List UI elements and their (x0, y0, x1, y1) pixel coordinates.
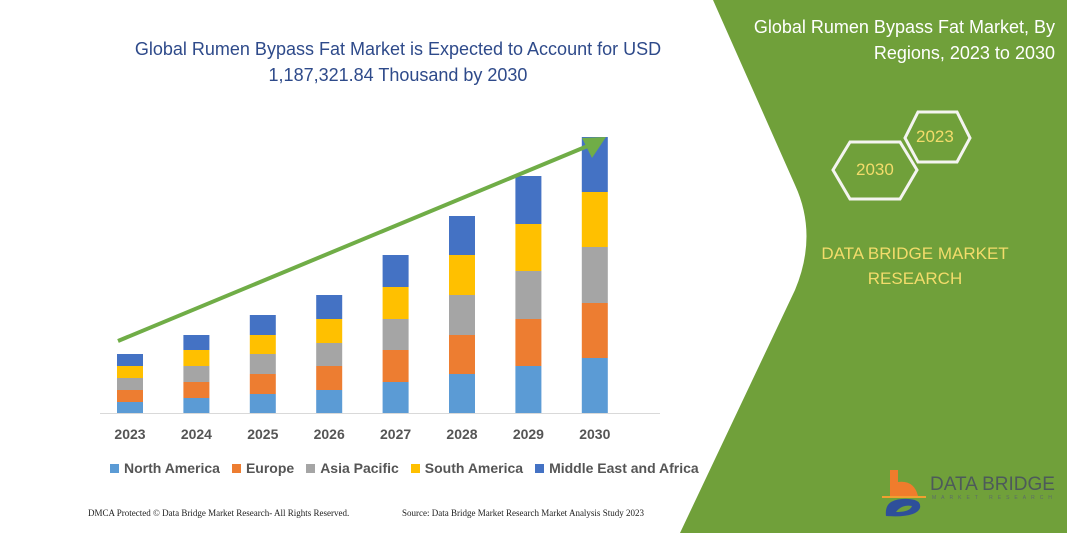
brand-line-1: DATA BRIDGE MARKET (821, 244, 1009, 263)
chart-title: Global Rumen Bypass Fat Market is Expect… (100, 36, 696, 88)
logo-text: DATA BRIDGE (930, 474, 1055, 495)
bar-segment-2029-1 (515, 319, 542, 366)
legend-label: Europe (245, 460, 295, 476)
trend-arrow-head-icon (582, 137, 606, 158)
x-tick-label: 2025 (247, 426, 278, 442)
brand-line-2: RESEARCH (867, 269, 963, 288)
side-title-line-1: Global Rumen Bypass Fat Market, By (753, 17, 1055, 37)
bar-segment-2030-2 (581, 247, 608, 303)
bar-segment-2030-1 (581, 303, 608, 358)
bar-segment-2029-4 (515, 176, 542, 224)
bar-segment-2024-1 (183, 382, 210, 398)
bar-segment-2023-4 (117, 354, 143, 366)
legend-item: Europe (231, 460, 295, 476)
bar-segment-2027-0 (382, 382, 409, 413)
x-tick-label: 2027 (380, 426, 411, 442)
hexagon-2030 (831, 140, 919, 201)
bar-segment-2028-4 (449, 216, 475, 255)
legend-swatch (231, 463, 241, 473)
hexagon-2023 (903, 110, 972, 164)
legend-label: Middle East and Africa (549, 460, 699, 476)
bar-segment-2027-1 (382, 350, 409, 382)
bar-segment-2024-0 (183, 398, 210, 413)
bar-segment-2024-2 (183, 366, 210, 382)
legend-item: Asia Pacific (306, 460, 399, 476)
legend-swatch (410, 463, 420, 473)
legend-item: Middle East and Africa (535, 460, 699, 476)
bar-segment-2030-0 (581, 358, 608, 413)
bar-segment-2023-2 (117, 378, 143, 390)
bar-segment-2024-3 (183, 350, 210, 366)
bar-segment-2025-2 (249, 354, 276, 374)
bar-segment-2025-4 (249, 315, 276, 335)
footer-source: Source: Data Bridge Market Research Mark… (402, 508, 644, 518)
x-tick-label: 2028 (446, 426, 477, 442)
x-tick-label: 2030 (579, 426, 610, 442)
bar-segment-2026-3 (316, 319, 343, 343)
hex-end-label: 2030 (856, 160, 894, 179)
trend-arrow-line (117, 143, 591, 343)
x-tick-label: 2029 (513, 426, 544, 442)
legend-swatch (306, 463, 316, 473)
legend-label: North America (124, 460, 220, 476)
bar-segment-2029-2 (515, 271, 542, 319)
brand-text: DATA BRIDGE MARKET RESEARCH (800, 241, 1030, 291)
bar-segment-2027-2 (382, 319, 409, 350)
legend-item: North America (110, 460, 220, 476)
bar-segment-2029-0 (515, 366, 542, 413)
bar-segment-2023-1 (117, 390, 143, 402)
bar-segment-2026-1 (316, 366, 343, 390)
title-line-2: 1,187,321.84 Thousand by 2030 (268, 65, 528, 85)
side-title-line-2: Regions, 2023 to 2030 (873, 43, 1055, 63)
side-panel-title: Global Rumen Bypass Fat Market, By Regio… (735, 14, 1055, 66)
bar-segment-2026-4 (316, 295, 343, 319)
data-bridge-logo-icon (882, 470, 926, 517)
x-tick-label: 2024 (181, 426, 212, 442)
bar-segment-2025-0 (249, 394, 276, 413)
bar-segment-2024-4 (183, 335, 210, 350)
bar-segment-2029-3 (515, 224, 542, 271)
legend-swatch (110, 463, 119, 473)
bar-segment-2023-0 (117, 402, 143, 413)
bar-segment-2023-3 (117, 366, 143, 378)
hex-start-label: 2023 (916, 127, 954, 146)
bar-segment-2028-2 (449, 295, 475, 335)
bar-segment-2026-0 (316, 390, 343, 413)
x-tick-label: 2023 (114, 426, 145, 442)
bar-segment-2028-1 (449, 335, 475, 374)
chart-plot: 2023 2024 2025 2026 2027 2028 2029 2030 (100, 137, 660, 442)
bar-segment-2027-4 (382, 255, 409, 287)
bar-segment-2025-3 (249, 335, 276, 354)
legend-label: South America (424, 460, 524, 476)
bar-segment-2027-3 (382, 287, 409, 319)
legend: North America Europe Asia Pacific South Ame… (110, 460, 699, 476)
bar-segment-2026-2 (316, 343, 343, 366)
green-side-panel (680, 0, 1067, 533)
x-tick-label: 2026 (314, 426, 345, 442)
bar-segment-2028-3 (449, 255, 475, 295)
title-line-1: Global Rumen Bypass Fat Market is Expect… (134, 39, 662, 59)
legend-label: Asia Pacific (320, 460, 399, 476)
bar-segment-2030-3 (581, 192, 608, 247)
legend-swatch (535, 463, 545, 473)
footer-copyright: DMCA Protected © Data Bridge Market Rese… (88, 508, 350, 518)
bar-segment-2028-0 (449, 374, 475, 413)
legend-item: South America (410, 460, 524, 476)
logo-subtext: MARKET RESEARCH (932, 495, 1057, 501)
bar-segment-2025-1 (249, 374, 276, 394)
